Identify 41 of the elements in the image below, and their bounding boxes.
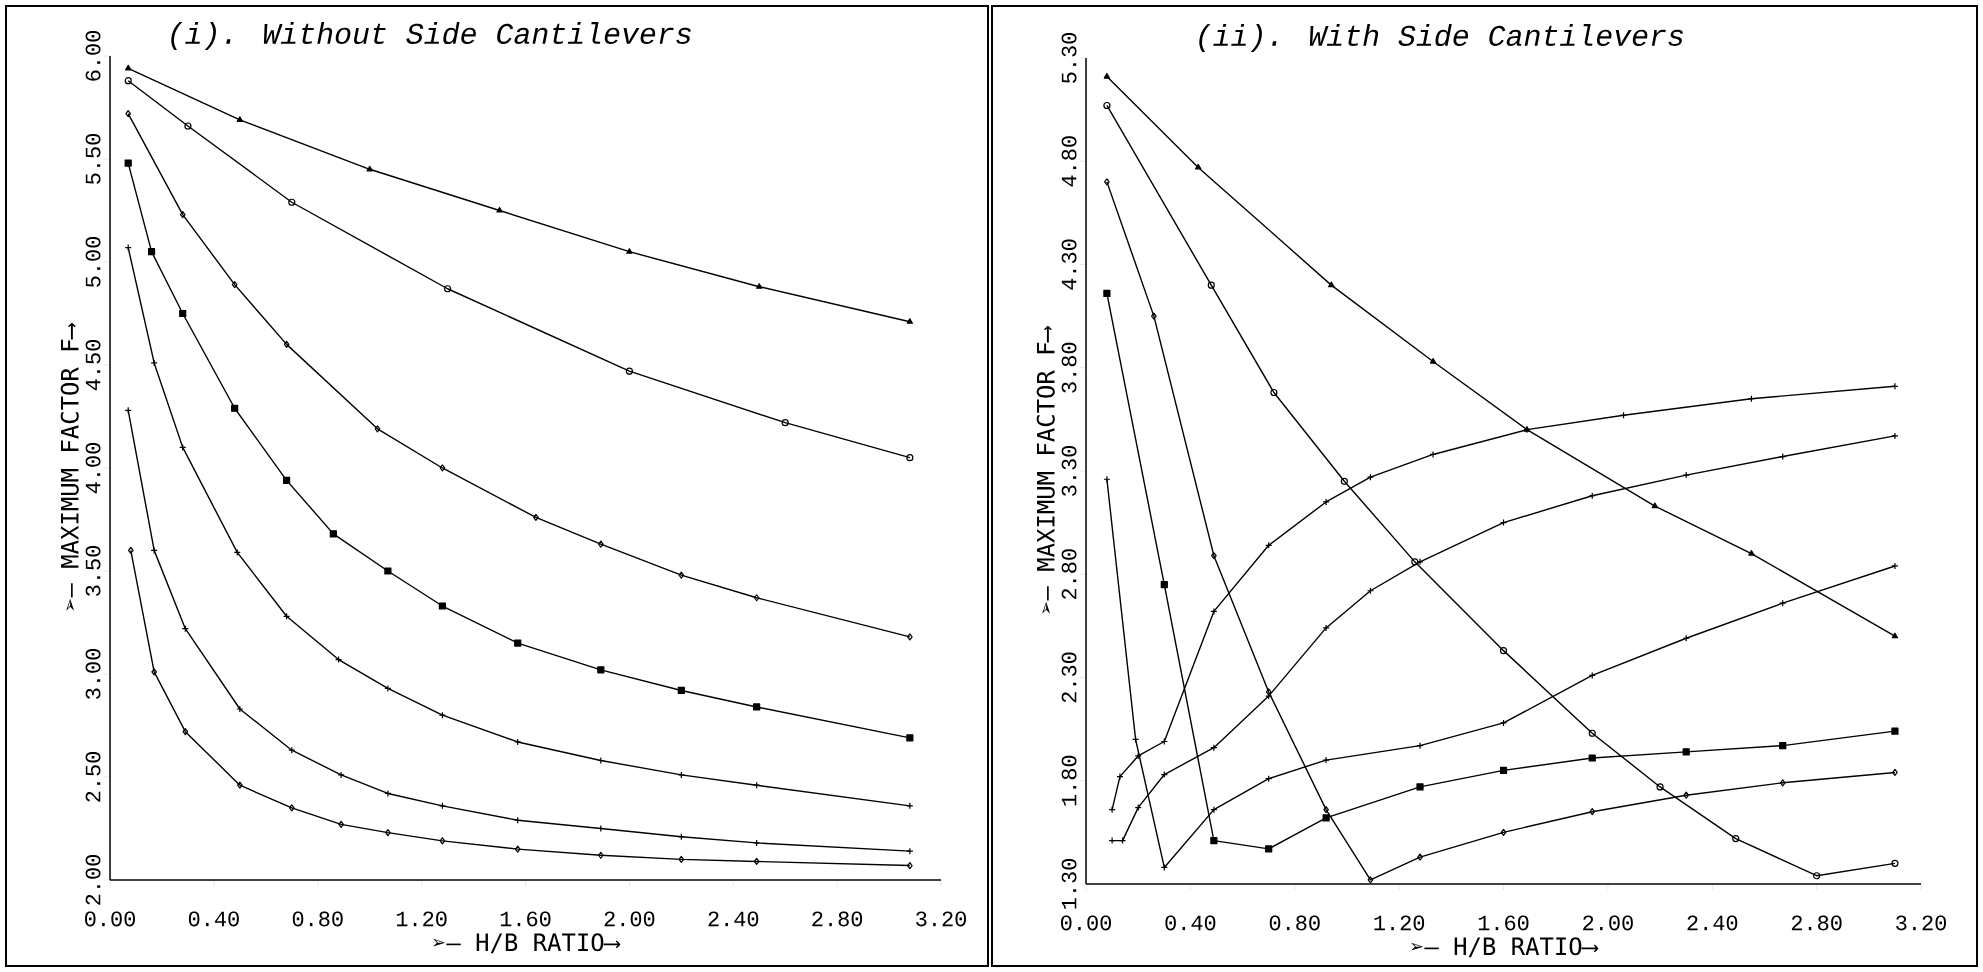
y-tick-label: 4.50 bbox=[85, 340, 101, 391]
y-tick-label: 3.50 bbox=[85, 546, 101, 596]
y-axis-title: ➢— MAXIMUM FACTOR F⟶ bbox=[1036, 325, 1055, 614]
x-tick-label: 2.80 bbox=[1791, 915, 1842, 931]
x-tick-label: 3.20 bbox=[1896, 915, 1946, 931]
y-tick-label: 4.00 bbox=[85, 443, 101, 494]
x-tick-label: 1.20 bbox=[1374, 915, 1425, 931]
x-tick-label: 0.80 bbox=[1269, 915, 1320, 931]
y-tick-label: 2.50 bbox=[85, 752, 101, 802]
y-tick-label: 5.30 bbox=[1061, 33, 1077, 83]
chart-title: (ii). With Side Cantilevers bbox=[1199, 24, 1683, 52]
x-tick-label: 2.80 bbox=[812, 911, 863, 927]
y-tick-label: 3.00 bbox=[85, 649, 101, 699]
y-tick-label: 1.30 bbox=[1061, 859, 1077, 909]
y-axis-title: ➢— MAXIMUM FACTOR F⟶ bbox=[60, 322, 79, 611]
x-tick-label: 2.00 bbox=[604, 911, 655, 927]
x-tick-label: 0.40 bbox=[188, 911, 239, 927]
y-tick-label: 6.00 bbox=[85, 31, 101, 81]
x-tick-label: 3.20 bbox=[916, 911, 966, 927]
x-tick-label: 0.80 bbox=[292, 911, 343, 927]
x-tick-label: 2.00 bbox=[1583, 915, 1633, 931]
y-tick-label: 2.80 bbox=[1061, 549, 1077, 599]
y-tick-label: 2.30 bbox=[1061, 652, 1077, 703]
x-tick-label: 2.40 bbox=[708, 911, 759, 927]
x-tick-label: 0.00 bbox=[85, 911, 135, 927]
y-tick-label: 3.80 bbox=[1061, 342, 1077, 393]
y-tick-label: 4.80 bbox=[1061, 136, 1077, 187]
x-axis-title: ➢— H/B RATIO⟶ bbox=[433, 933, 621, 954]
x-axis-title: ➢— H/B RATIO⟶ bbox=[1411, 937, 1599, 958]
x-tick-label: 0.00 bbox=[1061, 915, 1111, 931]
y-tick-label: 1.80 bbox=[1061, 755, 1077, 806]
chart-title: (i). Without Side Cantilevers bbox=[171, 22, 691, 50]
x-tick-label: 1.60 bbox=[500, 911, 551, 927]
x-tick-label: 0.40 bbox=[1165, 915, 1216, 931]
y-tick-label: 4.30 bbox=[1061, 239, 1077, 290]
y-tick-label: 5.00 bbox=[85, 237, 101, 287]
x-tick-label: 2.40 bbox=[1687, 915, 1738, 931]
y-tick-label: 5.50 bbox=[85, 134, 101, 184]
y-tick-label: 3.30 bbox=[1061, 446, 1077, 496]
x-tick-label: 1.60 bbox=[1478, 915, 1529, 931]
x-tick-label: 1.20 bbox=[396, 911, 447, 927]
